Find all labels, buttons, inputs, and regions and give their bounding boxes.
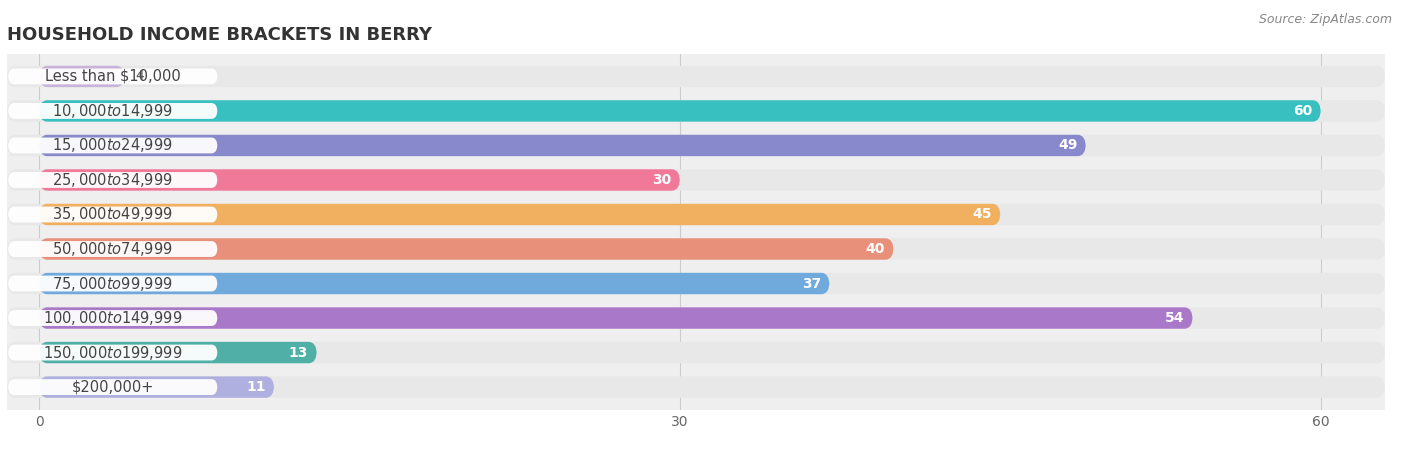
FancyBboxPatch shape (39, 238, 894, 260)
FancyBboxPatch shape (8, 379, 218, 395)
FancyBboxPatch shape (39, 135, 1085, 156)
Text: 30: 30 (652, 173, 672, 187)
FancyBboxPatch shape (39, 204, 1001, 225)
Text: $35,000 to $49,999: $35,000 to $49,999 (52, 206, 173, 224)
Text: $10,000 to $14,999: $10,000 to $14,999 (52, 102, 173, 120)
FancyBboxPatch shape (7, 376, 1385, 398)
FancyBboxPatch shape (7, 342, 1385, 363)
FancyBboxPatch shape (39, 376, 274, 398)
FancyBboxPatch shape (8, 207, 218, 222)
Text: $25,000 to $34,999: $25,000 to $34,999 (52, 171, 173, 189)
FancyBboxPatch shape (7, 273, 1385, 294)
Text: 13: 13 (288, 346, 308, 360)
FancyBboxPatch shape (39, 342, 316, 363)
FancyBboxPatch shape (39, 169, 681, 191)
Text: 4: 4 (135, 69, 143, 83)
FancyBboxPatch shape (8, 241, 218, 257)
FancyBboxPatch shape (39, 273, 830, 294)
Text: $100,000 to $149,999: $100,000 to $149,999 (44, 309, 183, 327)
Text: 37: 37 (801, 276, 821, 291)
FancyBboxPatch shape (8, 138, 218, 153)
Text: HOUSEHOLD INCOME BRACKETS IN BERRY: HOUSEHOLD INCOME BRACKETS IN BERRY (7, 26, 432, 44)
Text: $15,000 to $24,999: $15,000 to $24,999 (52, 136, 173, 154)
FancyBboxPatch shape (7, 100, 1385, 122)
FancyBboxPatch shape (7, 307, 1385, 329)
Text: $75,000 to $99,999: $75,000 to $99,999 (52, 274, 173, 292)
Text: 40: 40 (866, 242, 884, 256)
Text: $200,000+: $200,000+ (72, 379, 155, 395)
FancyBboxPatch shape (39, 100, 1320, 122)
Text: Less than $10,000: Less than $10,000 (45, 69, 180, 84)
Text: 49: 49 (1057, 139, 1077, 153)
FancyBboxPatch shape (7, 169, 1385, 191)
Text: 45: 45 (973, 207, 991, 221)
FancyBboxPatch shape (8, 172, 218, 188)
FancyBboxPatch shape (7, 238, 1385, 260)
FancyBboxPatch shape (7, 66, 1385, 87)
FancyBboxPatch shape (8, 68, 218, 84)
Text: $50,000 to $74,999: $50,000 to $74,999 (52, 240, 173, 258)
FancyBboxPatch shape (8, 275, 218, 292)
FancyBboxPatch shape (8, 103, 218, 119)
FancyBboxPatch shape (7, 204, 1385, 225)
FancyBboxPatch shape (7, 135, 1385, 156)
Text: 11: 11 (246, 380, 266, 394)
FancyBboxPatch shape (8, 345, 218, 360)
FancyBboxPatch shape (39, 307, 1192, 329)
FancyBboxPatch shape (8, 310, 218, 326)
Text: $150,000 to $199,999: $150,000 to $199,999 (44, 343, 183, 361)
Text: Source: ZipAtlas.com: Source: ZipAtlas.com (1258, 14, 1392, 27)
Text: 60: 60 (1294, 104, 1312, 118)
Text: 54: 54 (1164, 311, 1184, 325)
FancyBboxPatch shape (39, 66, 125, 87)
